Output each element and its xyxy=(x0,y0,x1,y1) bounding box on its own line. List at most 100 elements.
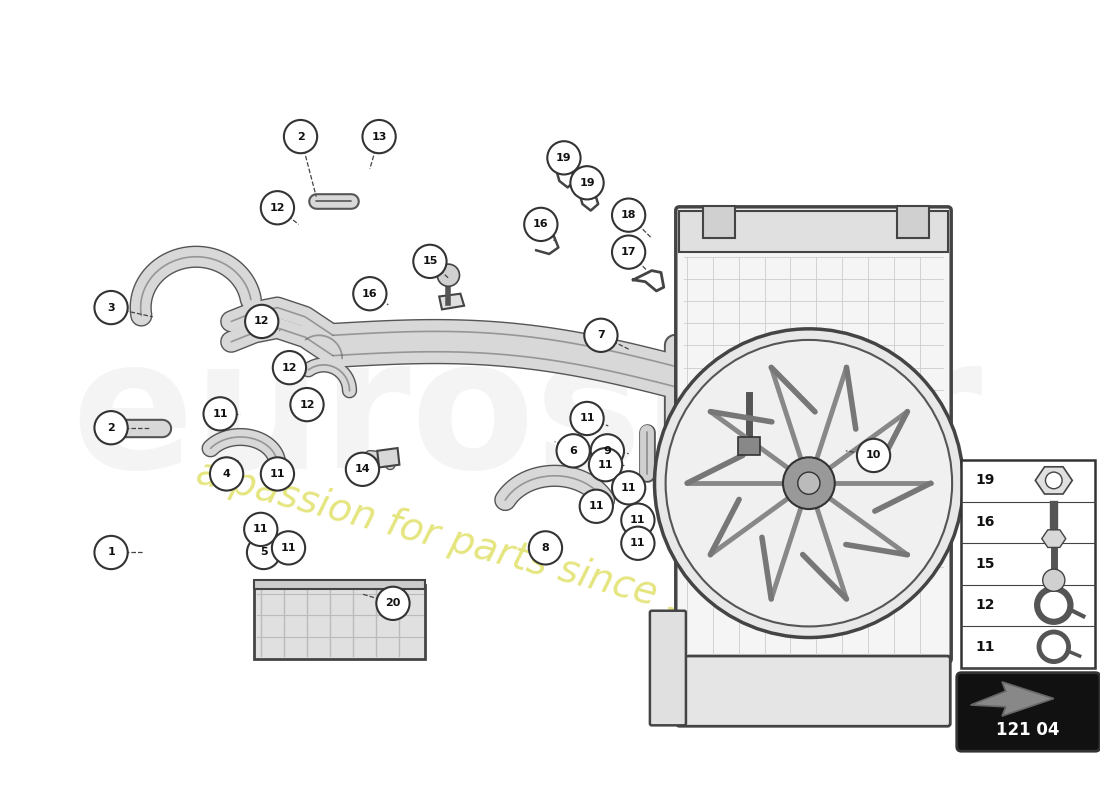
Text: 17: 17 xyxy=(620,247,637,257)
Text: 11: 11 xyxy=(976,640,994,654)
Text: 12: 12 xyxy=(282,362,297,373)
Text: 11: 11 xyxy=(253,524,268,534)
Text: 16: 16 xyxy=(534,219,549,230)
Circle shape xyxy=(95,411,128,444)
Polygon shape xyxy=(1035,467,1072,494)
Polygon shape xyxy=(703,206,735,238)
Circle shape xyxy=(95,291,128,324)
Circle shape xyxy=(345,453,379,486)
Circle shape xyxy=(210,458,243,490)
FancyBboxPatch shape xyxy=(675,207,952,662)
Circle shape xyxy=(1043,569,1065,591)
FancyBboxPatch shape xyxy=(957,673,1100,751)
Circle shape xyxy=(261,191,294,224)
Text: 19: 19 xyxy=(580,178,595,188)
Text: 2: 2 xyxy=(297,131,305,142)
Circle shape xyxy=(621,526,654,560)
Text: 14: 14 xyxy=(354,464,371,474)
Circle shape xyxy=(557,434,590,467)
Polygon shape xyxy=(254,585,426,658)
Circle shape xyxy=(95,536,128,569)
Circle shape xyxy=(272,531,305,565)
Bar xyxy=(961,460,1096,668)
Text: 11: 11 xyxy=(588,502,604,511)
Text: 12: 12 xyxy=(976,598,994,612)
Text: 11: 11 xyxy=(630,515,646,525)
Text: 11: 11 xyxy=(280,543,296,553)
Circle shape xyxy=(438,264,460,286)
Circle shape xyxy=(612,471,646,505)
Text: 121 04: 121 04 xyxy=(997,721,1059,739)
Polygon shape xyxy=(1042,530,1066,547)
Text: 10: 10 xyxy=(866,450,881,461)
Text: 15: 15 xyxy=(976,557,994,570)
Text: 7: 7 xyxy=(597,330,605,340)
Text: 5: 5 xyxy=(260,547,267,558)
Circle shape xyxy=(246,536,280,569)
Text: 11: 11 xyxy=(580,414,595,423)
Text: 11: 11 xyxy=(212,409,228,419)
Circle shape xyxy=(244,513,277,546)
Circle shape xyxy=(273,351,306,384)
Circle shape xyxy=(612,198,646,232)
Polygon shape xyxy=(254,580,426,590)
Polygon shape xyxy=(970,682,1054,716)
Circle shape xyxy=(548,142,581,174)
Polygon shape xyxy=(439,294,464,310)
Circle shape xyxy=(529,531,562,565)
Text: 2: 2 xyxy=(107,422,114,433)
Circle shape xyxy=(654,329,964,638)
Text: 12: 12 xyxy=(270,202,285,213)
Text: 16: 16 xyxy=(362,289,377,298)
Text: 18: 18 xyxy=(620,210,637,220)
Circle shape xyxy=(376,586,409,620)
Polygon shape xyxy=(896,206,929,238)
Circle shape xyxy=(571,402,604,435)
Text: a passion for parts since 1985: a passion for parts since 1985 xyxy=(192,454,769,642)
Text: 9: 9 xyxy=(604,446,612,456)
Circle shape xyxy=(612,235,646,269)
Circle shape xyxy=(783,458,835,509)
Circle shape xyxy=(580,490,613,523)
Circle shape xyxy=(284,120,317,154)
Text: 4: 4 xyxy=(222,469,231,479)
Text: 12: 12 xyxy=(254,317,270,326)
Text: 20: 20 xyxy=(385,598,400,608)
Text: 12: 12 xyxy=(299,400,315,410)
Text: 11: 11 xyxy=(270,469,285,479)
Text: 11: 11 xyxy=(630,538,646,548)
Circle shape xyxy=(414,245,447,278)
Circle shape xyxy=(245,305,278,338)
Text: 19: 19 xyxy=(976,474,994,487)
Polygon shape xyxy=(377,448,399,467)
Text: 13: 13 xyxy=(372,131,387,142)
Circle shape xyxy=(591,434,624,467)
Text: eurospar: eurospar xyxy=(72,330,982,506)
FancyBboxPatch shape xyxy=(650,610,686,726)
Bar xyxy=(738,437,760,455)
Text: 19: 19 xyxy=(557,153,572,163)
Circle shape xyxy=(857,439,890,472)
Text: 11: 11 xyxy=(597,460,614,470)
Circle shape xyxy=(353,277,386,310)
Text: 6: 6 xyxy=(569,446,578,456)
Circle shape xyxy=(666,340,953,626)
FancyBboxPatch shape xyxy=(676,656,950,726)
Circle shape xyxy=(621,503,654,537)
Circle shape xyxy=(363,120,396,154)
Circle shape xyxy=(588,448,623,482)
Circle shape xyxy=(261,458,294,490)
Circle shape xyxy=(584,318,617,352)
Text: 15: 15 xyxy=(422,256,438,266)
Text: 11: 11 xyxy=(620,483,637,493)
Text: 3: 3 xyxy=(108,302,114,313)
Circle shape xyxy=(204,398,236,430)
Text: 16: 16 xyxy=(976,515,994,529)
Circle shape xyxy=(1045,472,1063,489)
Circle shape xyxy=(798,472,820,494)
Bar xyxy=(680,210,947,252)
Circle shape xyxy=(571,166,604,199)
Circle shape xyxy=(290,388,323,422)
Circle shape xyxy=(525,208,558,241)
Text: 8: 8 xyxy=(541,543,549,553)
